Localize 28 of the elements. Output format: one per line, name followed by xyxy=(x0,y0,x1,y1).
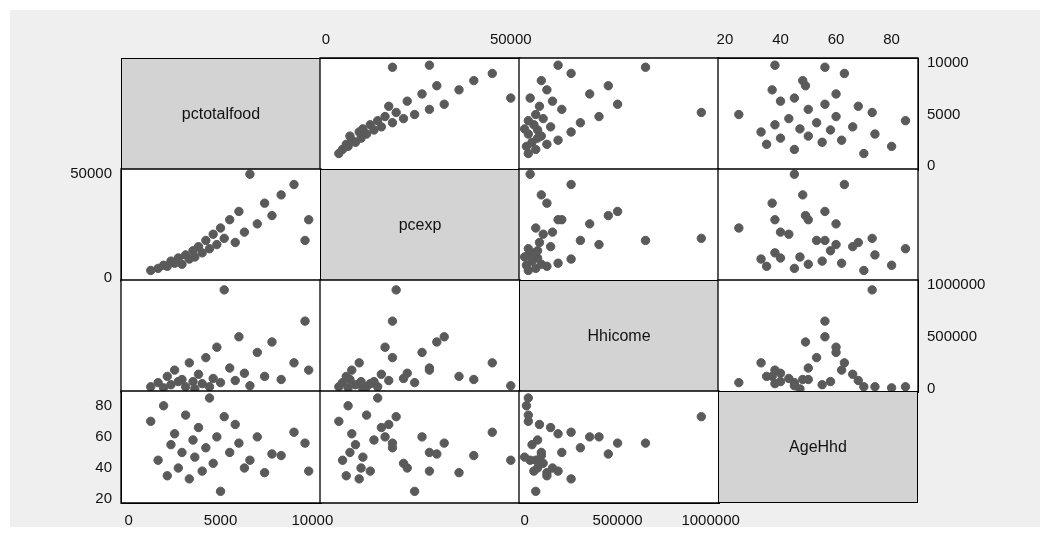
text: AgeHhd xyxy=(718,391,918,503)
x-tick-label: 500000 xyxy=(592,511,643,529)
y-tick-label: 80 xyxy=(95,395,112,413)
x-tick-label: 20 xyxy=(716,30,734,48)
text: pcexp xyxy=(320,169,520,281)
x-tick-label: 50000 xyxy=(489,30,532,48)
x-tick-label: 0 xyxy=(124,511,133,529)
x-tick-label: 10000 xyxy=(291,511,334,529)
y-tick-label: 10000 xyxy=(927,53,969,71)
x-tick-label: 80 xyxy=(883,30,900,48)
y-tick-label: 500000 xyxy=(927,326,978,344)
x-tick-label: 0 xyxy=(321,30,331,48)
y-tick-label: 40 xyxy=(95,458,112,476)
text: pctotalfood xyxy=(121,58,321,170)
x-tick-label: 5000 xyxy=(203,511,238,529)
y-tick-label: 0 xyxy=(103,267,112,285)
x-tick-label: 0 xyxy=(520,511,529,529)
y-tick-label: 50000 xyxy=(70,164,112,182)
y-tick-label: 0 xyxy=(927,379,936,397)
text: Hhicome xyxy=(519,280,719,392)
y-tick-label: 20 xyxy=(95,489,112,507)
x-tick-label: 1000000 xyxy=(681,511,740,529)
y-tick-label: 1000000 xyxy=(927,274,986,292)
x-tick-label: 60 xyxy=(827,30,845,48)
y-tick-label: 60 xyxy=(95,427,112,445)
y-tick-label: 0 xyxy=(927,156,936,174)
y-tick-label: 5000 xyxy=(927,104,961,122)
x-tick-label: 40 xyxy=(772,30,789,48)
